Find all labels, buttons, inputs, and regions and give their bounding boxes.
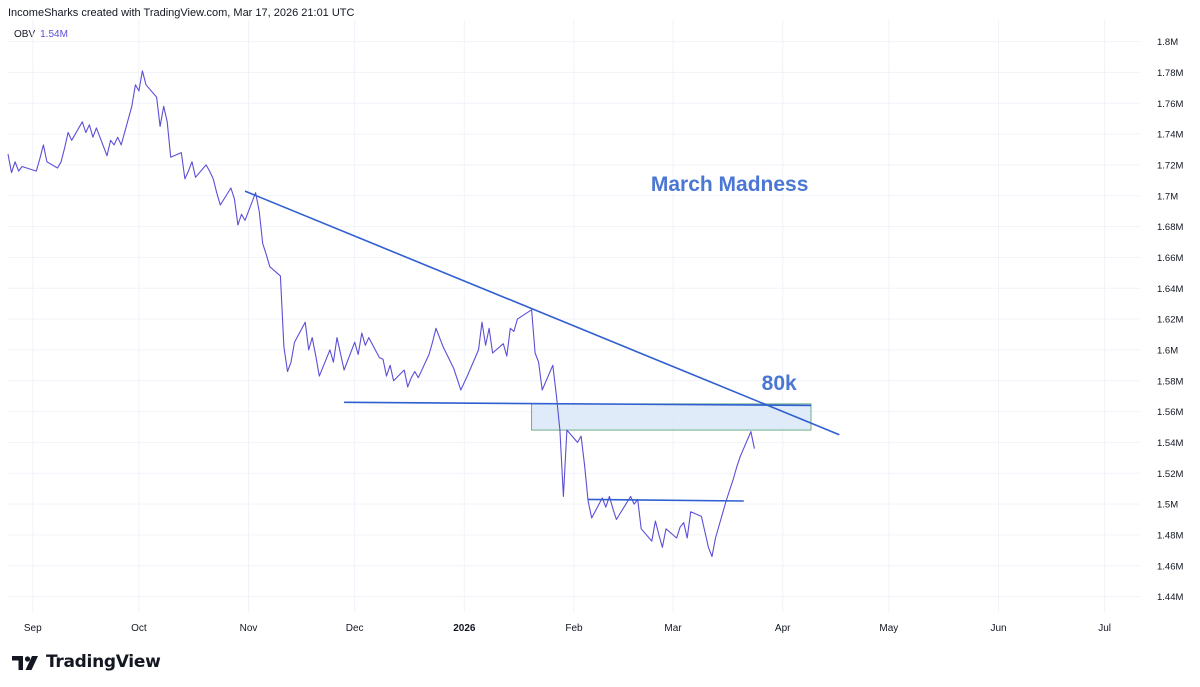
drawing-layer [244,190,840,502]
x-tick-label: 2026 [453,623,476,634]
grid [8,20,1140,612]
x-tick-label: Sep [24,623,42,634]
tradingview-branding[interactable]: TradingView [10,650,161,674]
x-tick-label: Feb [565,623,583,634]
x-tick-label: Nov [240,623,258,634]
y-tick-label: 1.72M [1157,160,1183,171]
annotation-80k[interactable]: 80k [762,372,797,395]
y-tick-label: 1.44M [1157,592,1183,603]
y-tick-label: 1.68M [1157,222,1183,233]
y-tick-label: 1.54M [1157,438,1183,449]
80k-gap-zone[interactable] [531,403,812,431]
y-tick-label: 1.74M [1157,130,1183,141]
y-tick-label: 1.8M [1157,37,1178,48]
x-tick-label: Oct [131,623,147,634]
y-tick-label: 1.52M [1157,469,1183,480]
y-tick-label: 1.62M [1157,315,1183,326]
y-tick-label: 1.5M [1157,500,1178,511]
x-tick-label: May [879,623,898,634]
x-axis: Sep Oct Nov Dec 2026 Feb Mar Apr May Jun Jul [24,623,1111,634]
y-tick-label: 1.76M [1157,99,1183,110]
descending-trendline[interactable] [244,190,840,436]
indicator-value: 1.54M [40,29,68,40]
y-tick-label: 1.78M [1157,68,1183,79]
neckline[interactable] [588,498,744,502]
y-tick-label: 1.56M [1157,407,1183,418]
annotation-layer: March Madness 80k [651,173,809,395]
tradingview-logo-icon [12,656,38,670]
support-line[interactable] [344,401,812,407]
series-layer [7,70,755,558]
indicator-name: OBV [14,29,36,40]
y-axis: 1.44M 1.46M 1.48M 1.5M 1.52M 1.54M 1.56M 1.58M 1… [1157,37,1183,603]
y-tick-label: 1.6M [1157,345,1178,356]
x-tick-label: Dec [346,623,364,634]
zone-layer [531,403,812,431]
y-tick-label: 1.66M [1157,253,1183,264]
annotation-march-madness[interactable]: March Madness [651,173,809,196]
obv-series-line[interactable] [7,70,755,558]
y-tick-label: 1.64M [1157,284,1183,295]
y-tick-label: 1.58M [1157,376,1183,387]
x-tick-label: Mar [664,623,682,634]
chart-attribution: IncomeSharks created with TradingView.co… [8,7,355,19]
tradingview-wordmark: TradingView [46,652,161,672]
x-tick-label: Jun [990,623,1006,634]
y-tick-label: 1.7M [1157,191,1178,202]
x-tick-label: Apr [775,623,791,634]
y-tick-label: 1.48M [1157,530,1183,541]
y-tick-label: 1.46M [1157,561,1183,572]
indicator-legend[interactable]: OBV 1.54M [14,29,68,40]
x-tick-label: Jul [1098,623,1111,634]
